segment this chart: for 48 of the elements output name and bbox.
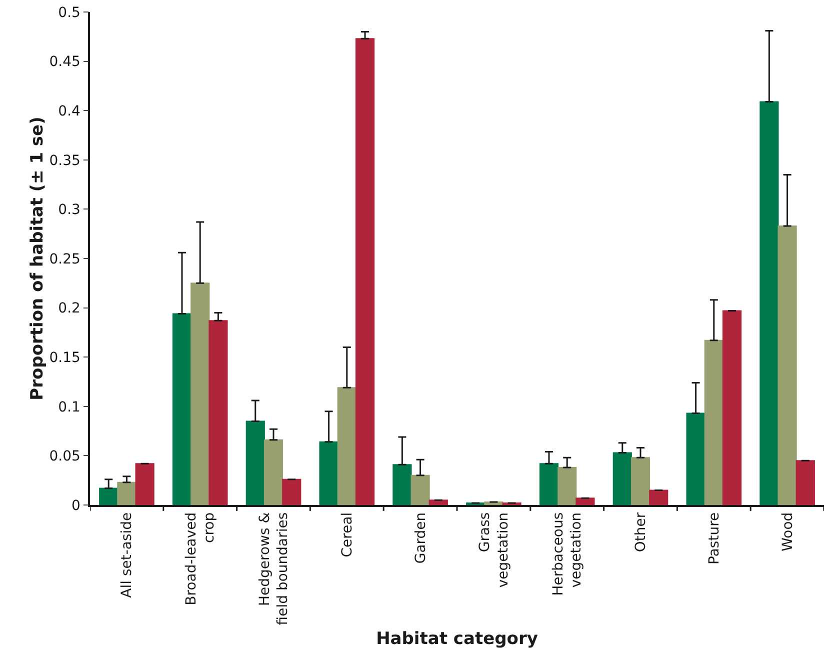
- x-tick-label: Pasture: [706, 512, 722, 564]
- y-tick-label: 0.3: [58, 202, 80, 218]
- x-axis-title: Habitat category: [376, 629, 538, 650]
- bar: [760, 101, 779, 505]
- bar: [208, 320, 228, 505]
- bar: [612, 452, 632, 505]
- y-tick-label: 0.05: [49, 448, 80, 465]
- bar: [410, 474, 430, 505]
- x-tick-label: Grass vegetation: [477, 512, 512, 588]
- bar: [428, 500, 448, 505]
- bar: [722, 310, 742, 505]
- y-tick-label: 0.2: [58, 300, 80, 317]
- bar: [172, 313, 192, 505]
- bar: [704, 340, 724, 505]
- y-tick-label: 0.25: [49, 251, 80, 268]
- bar: [337, 387, 356, 505]
- bar: [246, 420, 265, 505]
- bar: [778, 225, 797, 505]
- bar: [117, 482, 136, 505]
- bar: [135, 463, 154, 505]
- y-tick-label: 0.4: [58, 104, 81, 120]
- y-tick-label: 0.45: [49, 54, 80, 70]
- y-tick-label: 0: [72, 498, 80, 514]
- y-axis-title: Proportion of habitat (± 1 se): [27, 116, 48, 400]
- bar: [558, 467, 577, 505]
- bar: [392, 464, 412, 505]
- x-tick-label: Garden: [412, 512, 429, 564]
- bar: [99, 488, 118, 505]
- bar: [630, 457, 650, 505]
- y-tick-label: 0.35: [49, 152, 80, 169]
- bar: [355, 38, 375, 505]
- bar: [264, 439, 284, 505]
- bar: [190, 282, 210, 505]
- bar: [576, 498, 595, 505]
- x-tick-label: Other: [633, 512, 650, 552]
- bar: [319, 441, 338, 505]
- y-tick-label: 0.15: [49, 350, 80, 366]
- bar: [686, 412, 706, 505]
- bar: [649, 490, 668, 505]
- bar: [539, 463, 559, 505]
- y-tick-label: 0.1: [58, 399, 80, 416]
- y-tick-label: 0.5: [58, 4, 80, 21]
- x-tick-label: Cereal: [339, 512, 356, 558]
- bar: [282, 478, 302, 505]
- x-tick-label: All set-aside: [119, 512, 136, 598]
- x-tick-label: Wood: [780, 512, 796, 552]
- bar: [796, 460, 815, 505]
- x-tick-label: Broad-leaved crop: [184, 512, 218, 606]
